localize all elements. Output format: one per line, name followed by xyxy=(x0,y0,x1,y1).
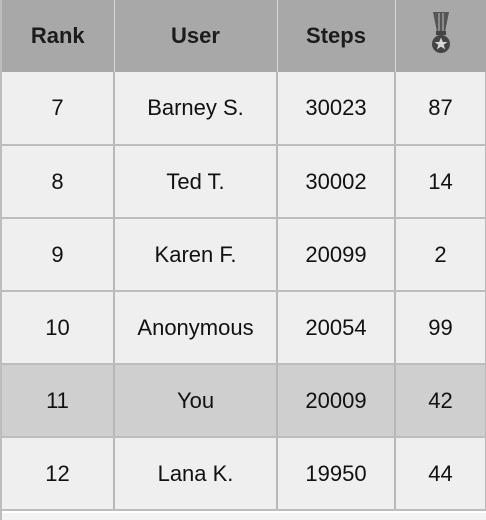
rank-cell: 10 xyxy=(2,291,115,365)
rank-cell: 8 xyxy=(2,145,115,219)
medals-cell: 42 xyxy=(395,364,486,438)
steps-header[interactable]: Steps xyxy=(277,0,396,72)
medal-icon xyxy=(430,12,452,60)
steps-cell: 30023 xyxy=(277,72,396,146)
table-row[interactable]: 7 Barney S. 30023 87 xyxy=(2,72,486,146)
user-cell: Ted T. xyxy=(114,145,278,219)
medals-cell: 87 xyxy=(395,72,486,146)
user-cell: Barney S. xyxy=(114,72,278,146)
rank-cell: 9 xyxy=(2,218,115,292)
table-row[interactable]: 8 Ted T. 30002 14 xyxy=(2,145,486,219)
rank-cell: 11 xyxy=(2,364,115,438)
user-cell: Anonymous xyxy=(114,291,278,365)
medals-cell: 2 xyxy=(395,218,486,292)
table-row[interactable]: 9 Karen F. 20099 2 xyxy=(2,218,486,292)
table-footer-strip xyxy=(2,513,486,520)
steps-cell: 20054 xyxy=(277,291,396,365)
user-cell: Karen F. xyxy=(114,218,278,292)
medals-header[interactable] xyxy=(395,0,486,72)
steps-cell: 20009 xyxy=(277,364,396,438)
rank-cell: 7 xyxy=(2,72,115,146)
rank-cell: 12 xyxy=(2,437,115,511)
medals-cell: 44 xyxy=(395,437,486,511)
leaderboard-table: Rank User Steps xyxy=(2,0,486,511)
rank-header[interactable]: Rank xyxy=(2,0,115,72)
table-row-current-user[interactable]: 11 You 20009 42 xyxy=(2,364,486,438)
user-cell: You xyxy=(114,364,278,438)
medals-cell: 14 xyxy=(395,145,486,219)
table-row[interactable]: 12 Lana K. 19950 44 xyxy=(2,437,486,511)
user-cell: Lana K. xyxy=(114,437,278,511)
medals-cell: 99 xyxy=(395,291,486,365)
steps-cell: 20099 xyxy=(277,218,396,292)
steps-cell: 30002 xyxy=(277,145,396,219)
table-row[interactable]: 10 Anonymous 20054 99 xyxy=(2,291,486,365)
steps-cell: 19950 xyxy=(277,437,396,511)
header-row: Rank User Steps xyxy=(2,0,486,72)
user-header[interactable]: User xyxy=(114,0,278,72)
